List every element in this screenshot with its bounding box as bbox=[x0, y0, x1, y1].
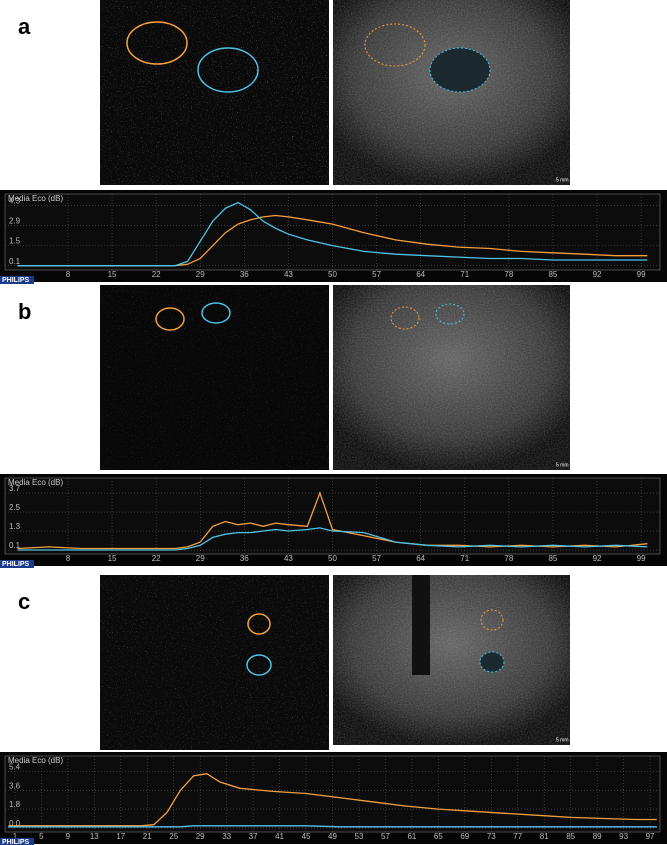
x-tick-label: 9 bbox=[66, 832, 71, 841]
x-tick-label: 92 bbox=[593, 554, 602, 563]
x-tick-label: 22 bbox=[152, 270, 161, 279]
y-tick-label: 1.3 bbox=[9, 522, 21, 531]
x-tick-label: 1 bbox=[13, 832, 18, 841]
brand: PHILIPS bbox=[2, 277, 30, 284]
x-tick-label: 8 bbox=[66, 270, 71, 279]
chart-title: Media Eco (dB) bbox=[8, 756, 63, 765]
x-tick-label: 15 bbox=[108, 554, 117, 563]
series-line bbox=[17, 201, 648, 267]
x-tick-label: 65 bbox=[434, 832, 443, 841]
x-tick-label: 69 bbox=[460, 832, 469, 841]
x-tick-label: 50 bbox=[328, 554, 337, 563]
x-tick-label: 64 bbox=[416, 554, 425, 563]
x-tick-label: 13 bbox=[90, 832, 99, 841]
plot-frame bbox=[4, 755, 661, 833]
x-tick-label: 81 bbox=[540, 832, 549, 841]
x-tick-label: 92 bbox=[593, 270, 602, 279]
x-tick-label: 99 bbox=[637, 554, 646, 563]
x-tick-label: 57 bbox=[372, 554, 381, 563]
x-tick-label: 57 bbox=[372, 270, 381, 279]
x-tick-label: 37 bbox=[249, 832, 258, 841]
panel-label: c bbox=[18, 589, 30, 614]
y-tick-label: 2.9 bbox=[9, 217, 21, 226]
x-tick-label: 50 bbox=[328, 270, 337, 279]
x-tick-label: 61 bbox=[407, 832, 416, 841]
plot-frame bbox=[4, 477, 661, 555]
panel-label: b bbox=[18, 299, 31, 324]
x-tick-label: 8 bbox=[66, 554, 71, 563]
x-tick-label: 85 bbox=[548, 554, 557, 563]
x-tick-label: 64 bbox=[416, 270, 425, 279]
x-tick-label: 97 bbox=[646, 832, 655, 841]
x-tick-label: 78 bbox=[504, 554, 513, 563]
images-c bbox=[100, 575, 570, 750]
x-tick-label: 33 bbox=[222, 832, 231, 841]
x-tick-label: 25 bbox=[169, 832, 178, 841]
series-line bbox=[8, 773, 657, 827]
x-tick-label: 57 bbox=[381, 832, 390, 841]
x-tick-label: 29 bbox=[196, 554, 205, 563]
series-line bbox=[17, 527, 648, 551]
x-tick-label: 93 bbox=[619, 832, 628, 841]
y-tick-label: 0.1 bbox=[9, 257, 21, 266]
panel-label: a bbox=[18, 14, 31, 39]
x-tick-label: 85 bbox=[566, 832, 575, 841]
x-tick-label: 36 bbox=[240, 270, 249, 279]
x-tick-label: 5 bbox=[39, 832, 44, 841]
y-tick-label: 2.5 bbox=[9, 503, 21, 512]
scale-label: 5 mm bbox=[556, 737, 569, 743]
x-tick-label: 17 bbox=[116, 832, 125, 841]
x-tick-label: 71 bbox=[460, 554, 469, 563]
x-tick-label: 43 bbox=[284, 554, 293, 563]
y-tick-label: 3.7 bbox=[9, 484, 21, 493]
scale-label: 5 mm bbox=[556, 177, 569, 183]
x-tick-label: 41 bbox=[275, 832, 284, 841]
x-tick-label: 36 bbox=[240, 554, 249, 563]
y-tick-label: 4.3 bbox=[9, 197, 21, 206]
y-tick-label: 1.5 bbox=[9, 237, 21, 246]
images-b bbox=[100, 285, 570, 470]
x-tick-label: 77 bbox=[513, 832, 522, 841]
x-tick-label: 22 bbox=[152, 554, 161, 563]
brand-bg bbox=[0, 276, 34, 284]
x-tick-label: 15 bbox=[108, 270, 117, 279]
y-tick-label: 3.6 bbox=[9, 781, 21, 790]
chart-title: Media Eco (dB) bbox=[8, 194, 63, 203]
x-tick-label: 78 bbox=[504, 270, 513, 279]
brand: PHILIPS bbox=[2, 839, 30, 845]
x-tick-label: 53 bbox=[355, 832, 364, 841]
x-tick-label: 99 bbox=[637, 270, 646, 279]
chart-title: Media Eco (dB) bbox=[8, 478, 63, 487]
y-tick-label: 5.4 bbox=[9, 763, 21, 772]
x-tick-label: 29 bbox=[196, 832, 205, 841]
x-tick-label: 45 bbox=[302, 832, 311, 841]
x-tick-label: 89 bbox=[593, 832, 602, 841]
series-line bbox=[8, 825, 657, 828]
x-tick-label: 29 bbox=[196, 270, 205, 279]
x-tick-label: 43 bbox=[284, 270, 293, 279]
x-tick-label: 85 bbox=[548, 270, 557, 279]
brand: PHILIPS bbox=[2, 561, 30, 568]
x-tick-label: 21 bbox=[143, 832, 152, 841]
scale-label: 5 mm bbox=[556, 462, 569, 468]
brand-bg bbox=[0, 838, 34, 845]
x-tick-label: 73 bbox=[487, 832, 496, 841]
x-tick-label: 49 bbox=[328, 832, 337, 841]
x-tick-label: 71 bbox=[460, 270, 469, 279]
brand-bg bbox=[0, 560, 34, 568]
y-tick-label: 0.0 bbox=[9, 819, 21, 828]
images-a bbox=[100, 0, 570, 185]
y-tick-label: 0.1 bbox=[9, 541, 21, 550]
